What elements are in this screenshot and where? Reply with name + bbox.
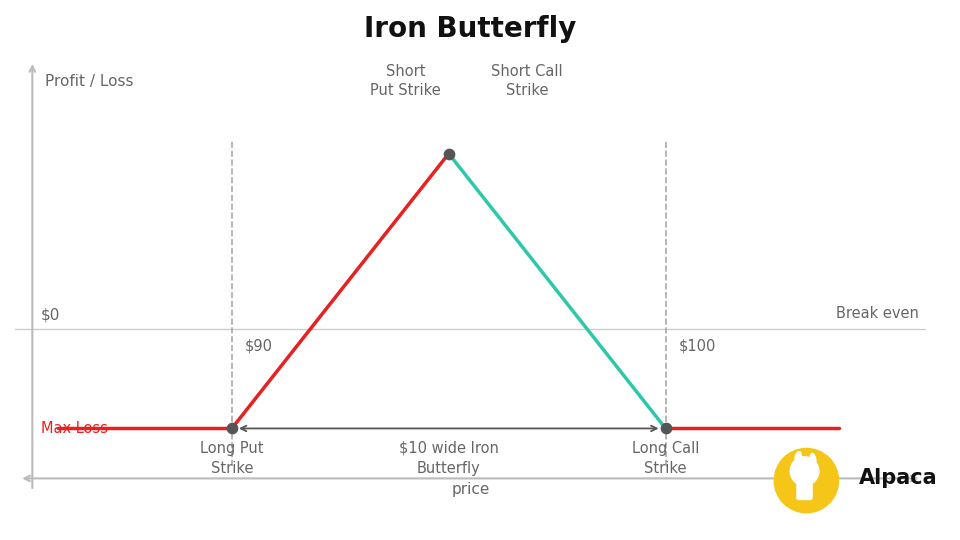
- Text: Alpaca: Alpaca: [859, 468, 938, 488]
- Ellipse shape: [810, 454, 816, 464]
- Text: $90: $90: [245, 339, 273, 354]
- Text: Short
Put Strike: Short Put Strike: [370, 64, 441, 98]
- Point: [225, 424, 240, 433]
- Text: Break even: Break even: [836, 306, 919, 321]
- Ellipse shape: [795, 451, 802, 463]
- Text: $0: $0: [41, 307, 60, 322]
- Point: [658, 424, 673, 433]
- Text: Short Call
Strike: Short Call Strike: [491, 64, 563, 98]
- Circle shape: [775, 448, 838, 513]
- Text: Long Call
Strike: Long Call Strike: [632, 441, 699, 476]
- Point: [441, 149, 456, 158]
- Text: Profit / Loss: Profit / Loss: [45, 73, 133, 89]
- Circle shape: [790, 457, 819, 485]
- Text: price: price: [451, 482, 490, 497]
- Title: Iron Butterfly: Iron Butterfly: [364, 15, 577, 43]
- Text: Max Loss: Max Loss: [41, 421, 108, 436]
- Text: $100: $100: [679, 339, 716, 354]
- Text: Long Put
Strike: Long Put Strike: [200, 441, 264, 476]
- Text: $10 wide Iron
Butterfly: $10 wide Iron Butterfly: [398, 441, 498, 476]
- FancyBboxPatch shape: [797, 475, 812, 500]
